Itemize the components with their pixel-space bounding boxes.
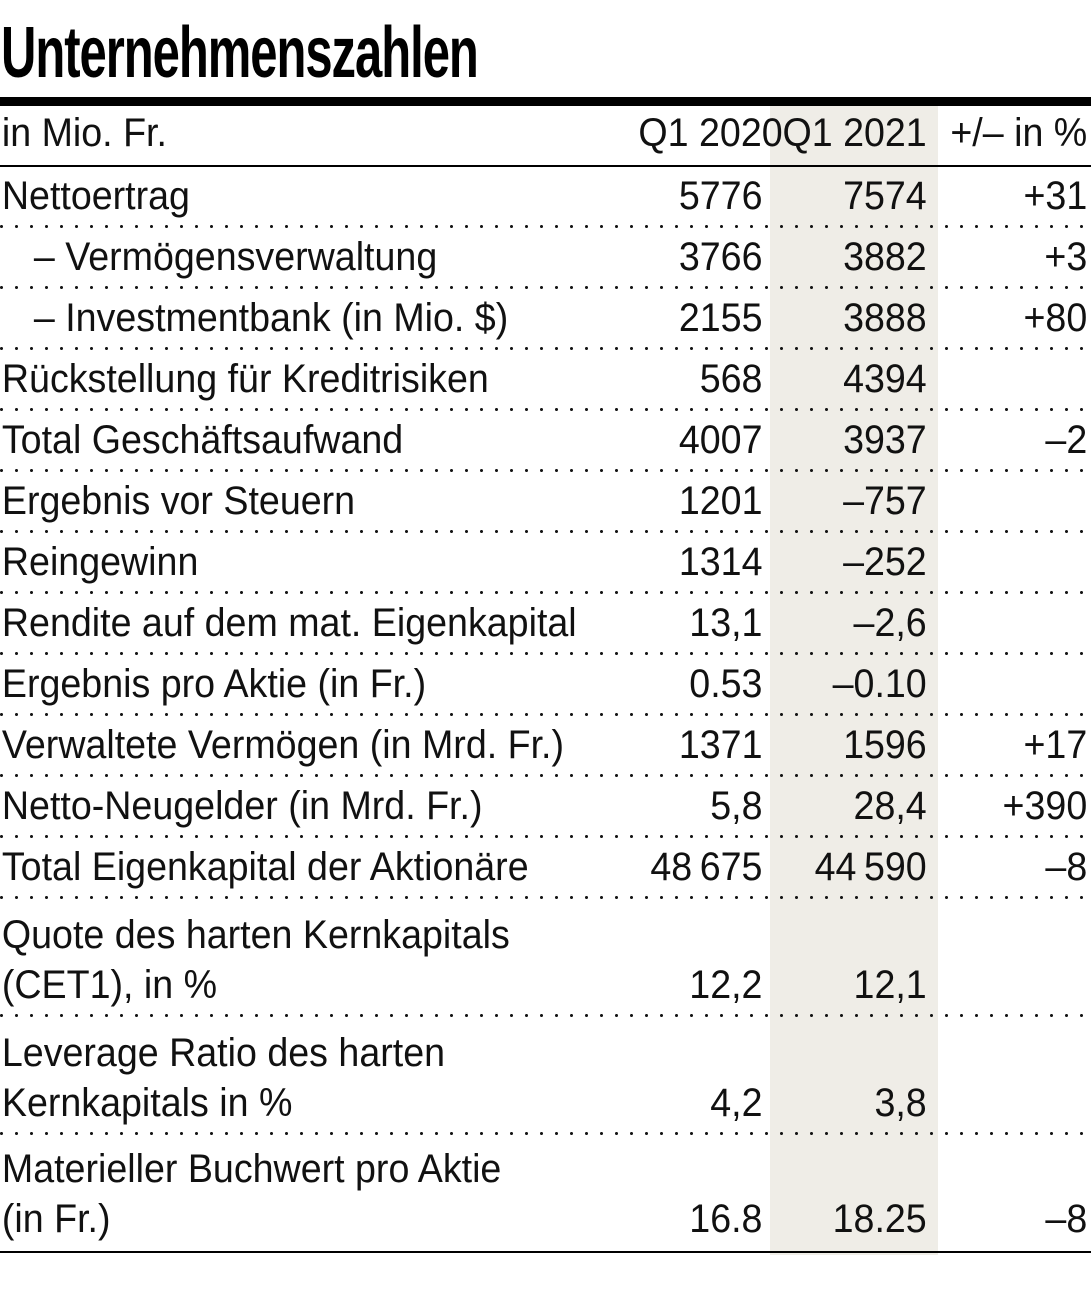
value-q1-2020: 1201 [678,479,763,523]
metric-label-line1: Materieller Buchwert pro Aktie [1,1147,502,1191]
value-q1-2021: 18.25 [832,1197,927,1241]
metric-label-line1: Leverage Ratio des harten [1,1031,446,1075]
value-q1-2020: 5,8 [710,784,763,828]
table-row-vermoegensverwaltung: – Vermögensverwaltung 3766 3882 +3 [0,228,1091,289]
table-row-geschaeftsaufwand: Total Geschäftsaufwand 4007 3937 –2 [0,411,1091,472]
value-change: +390 [1002,784,1088,828]
value-change: +17 [1023,723,1088,767]
column-header-unit: in Mio. Fr. [1,111,167,155]
metric-label-line2: (in Fr.) [1,1197,111,1241]
value-change: –8 [1045,1197,1088,1241]
table-row-cet1-quote: Quote des harten Kernkapitals (CET1), in… [0,899,1091,1017]
value-q1-2021: 3888 [843,296,927,340]
metric-label: – Vermögensverwaltung [33,235,438,279]
table-row-investmentbank: – Investmentbank (in Mio. $) 2155 3888 +… [0,289,1091,350]
table-row-verwaltete-vermoegen: Verwaltete Vermögen (in Mrd. Fr.) 1371 1… [0,716,1091,777]
value-change: +3 [1044,235,1088,279]
metric-label: Netto-Neugelder (in Mrd. Fr.) [1,784,483,828]
metric-label: Reingewinn [1,540,199,584]
metric-label: Materieller Buchwert pro Aktie (in Fr.) [0,1144,592,1244]
metric-label-line2: (CET1), in % [1,963,218,1007]
table-row-reingewinn: Reingewinn 1314 –252 [0,533,1091,594]
table-row-nettoertrag: Nettoertrag 5776 7574 +31 [0,167,1091,228]
value-q1-2021: 12,1 [853,963,927,1007]
value-q1-2020: 4,2 [710,1081,763,1125]
value-q1-2020: 0.53 [689,662,763,706]
value-q1-2020: 2155 [678,296,763,340]
metric-label-line2: Kernkapitals in % [1,1081,293,1125]
value-q1-2021: 1596 [843,723,927,767]
value-q1-2020: 12,2 [689,963,763,1007]
column-header-q1-2020: Q1 2020 [638,111,783,155]
value-q1-2020: 568 [699,357,763,401]
value-change: –2 [1045,418,1088,462]
table-row-ergebnis-vor-steuern: Ergebnis vor Steuern 1201 –757 [0,472,1091,533]
table-row-rendite: Rendite auf dem mat. Eigenkapital 13,1 –… [0,594,1091,655]
metric-label: Rendite auf dem mat. Eigenkapital [1,601,577,645]
company-figures-table: in Mio. Fr. Q1 2020 Q1 2021 +/– in % Net… [0,106,1091,1255]
metric-label: Total Geschäftsaufwand [1,418,404,462]
value-q1-2021: 4394 [843,357,927,401]
value-q1-2021: 44 590 [814,845,927,889]
metric-label: – Investmentbank (in Mio. $) [33,296,509,340]
metric-label: Total Eigenkapital der Aktionäre [1,845,529,889]
metric-label: Quote des harten Kernkapitals (CET1), in… [0,910,592,1010]
value-change: +80 [1023,296,1088,340]
metric-label: Ergebnis vor Steuern [1,479,356,523]
value-q1-2021: –2,6 [853,601,927,645]
value-q1-2021: 3,8 [874,1081,927,1125]
page-title: Unternehmenszahlen [1,13,479,93]
value-q1-2020: 16.8 [689,1197,763,1241]
value-q1-2020: 13,1 [689,601,763,645]
value-q1-2020: 1314 [678,540,763,584]
table-header-row: in Mio. Fr. Q1 2020 Q1 2021 +/– in % [0,106,1091,167]
value-q1-2021: 3882 [843,235,927,279]
value-change: –8 [1045,845,1088,889]
metric-label: Verwaltete Vermögen (in Mrd. Fr.) [1,723,565,767]
metric-label-line1: Quote des harten Kernkapitals [1,913,510,957]
value-q1-2021: 7574 [843,174,927,218]
column-header-q1-2021: Q1 2021 [782,111,927,155]
table-row-buchwert: Materieller Buchwert pro Aktie (in Fr.) … [0,1135,1091,1253]
metric-label: Leverage Ratio des harten Kernkapitals i… [0,1028,592,1128]
value-q1-2020: 48 675 [650,845,763,889]
value-q1-2020: 1371 [678,723,763,767]
value-q1-2020: 3766 [678,235,763,279]
table-row-eigenkapital: Total Eigenkapital der Aktionäre 48 675 … [0,838,1091,899]
value-q1-2021: –757 [843,479,927,523]
metric-label: Rückstellung für Kreditrisiken [1,357,489,401]
column-header-change: +/– in % [950,111,1088,155]
metric-label: Nettoertrag [1,174,190,218]
table-row-leverage-ratio: Leverage Ratio des harten Kernkapitals i… [0,1017,1091,1135]
table-row-ergebnis-pro-aktie: Ergebnis pro Aktie (in Fr.) 0.53 –0.10 [0,655,1091,716]
value-change: +31 [1023,174,1088,218]
value-q1-2020: 4007 [678,418,763,462]
value-q1-2021: 28,4 [853,784,927,828]
value-q1-2020: 5776 [678,174,763,218]
value-q1-2021: –0.10 [832,662,927,706]
value-q1-2021: –252 [843,540,927,584]
metric-label: Ergebnis pro Aktie (in Fr.) [1,662,427,706]
value-q1-2021: 3937 [843,418,927,462]
table-row-rueckstellung: Rückstellung für Kreditrisiken 568 4394 [0,350,1091,411]
top-rule [0,97,1091,106]
q1-2021-highlight-band [770,106,938,1255]
table-row-netto-neugelder: Netto-Neugelder (in Mrd. Fr.) 5,8 28,4 +… [0,777,1091,838]
